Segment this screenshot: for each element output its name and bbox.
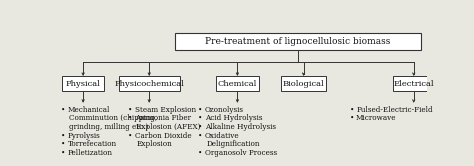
Text: Pulsed-Electric-Field: Pulsed-Electric-Field bbox=[356, 106, 433, 114]
Text: •: • bbox=[198, 123, 202, 131]
Text: Chemical: Chemical bbox=[218, 80, 257, 88]
Text: grinding, milling etc.): grinding, milling etc.) bbox=[69, 123, 148, 131]
Text: •: • bbox=[61, 149, 65, 157]
Text: Comminution (chipping,: Comminution (chipping, bbox=[69, 114, 157, 122]
Text: Mechanical: Mechanical bbox=[68, 106, 110, 114]
Text: Acid Hydrolysis: Acid Hydrolysis bbox=[205, 114, 262, 122]
Bar bbox=[175, 33, 421, 50]
Bar bbox=[392, 76, 435, 91]
Text: •: • bbox=[198, 149, 202, 157]
Text: •: • bbox=[198, 132, 202, 140]
Text: •: • bbox=[198, 114, 202, 122]
Bar bbox=[216, 76, 258, 91]
Text: Organosolv Process: Organosolv Process bbox=[205, 149, 277, 157]
Text: •: • bbox=[349, 114, 354, 122]
Text: Torrefecation: Torrefecation bbox=[68, 140, 117, 148]
Bar bbox=[281, 76, 327, 91]
Text: Physical: Physical bbox=[66, 80, 100, 88]
Text: •: • bbox=[61, 106, 65, 114]
Bar bbox=[62, 76, 104, 91]
Text: •: • bbox=[198, 106, 202, 114]
Text: Carbon Dioxide: Carbon Dioxide bbox=[135, 132, 191, 140]
Text: •: • bbox=[61, 132, 65, 140]
Text: Steam Explosion: Steam Explosion bbox=[135, 106, 196, 114]
Text: •: • bbox=[61, 140, 65, 148]
Text: Microwave: Microwave bbox=[356, 114, 397, 122]
Text: •: • bbox=[349, 106, 354, 114]
Text: Explosion (AFEX): Explosion (AFEX) bbox=[137, 123, 201, 131]
Text: Pelletization: Pelletization bbox=[68, 149, 113, 157]
Text: Physicochemical: Physicochemical bbox=[114, 80, 184, 88]
Text: Pyrolysis: Pyrolysis bbox=[68, 132, 100, 140]
Text: •: • bbox=[128, 114, 133, 122]
Text: Ammonia Fiber: Ammonia Fiber bbox=[135, 114, 191, 122]
Bar bbox=[119, 76, 180, 91]
Text: Explosion: Explosion bbox=[137, 140, 172, 148]
Text: Delignification: Delignification bbox=[206, 140, 260, 148]
Text: •: • bbox=[128, 132, 133, 140]
Text: Biological: Biological bbox=[283, 80, 324, 88]
Text: Pre-treatment of lignocellulosic biomass: Pre-treatment of lignocellulosic biomass bbox=[205, 37, 391, 46]
Text: Electrical: Electrical bbox=[393, 80, 434, 88]
Text: Alkaline Hydrolysis: Alkaline Hydrolysis bbox=[205, 123, 276, 131]
Text: Oxidative: Oxidative bbox=[205, 132, 239, 140]
Text: •: • bbox=[128, 106, 133, 114]
Text: Ozonolysis: Ozonolysis bbox=[205, 106, 244, 114]
